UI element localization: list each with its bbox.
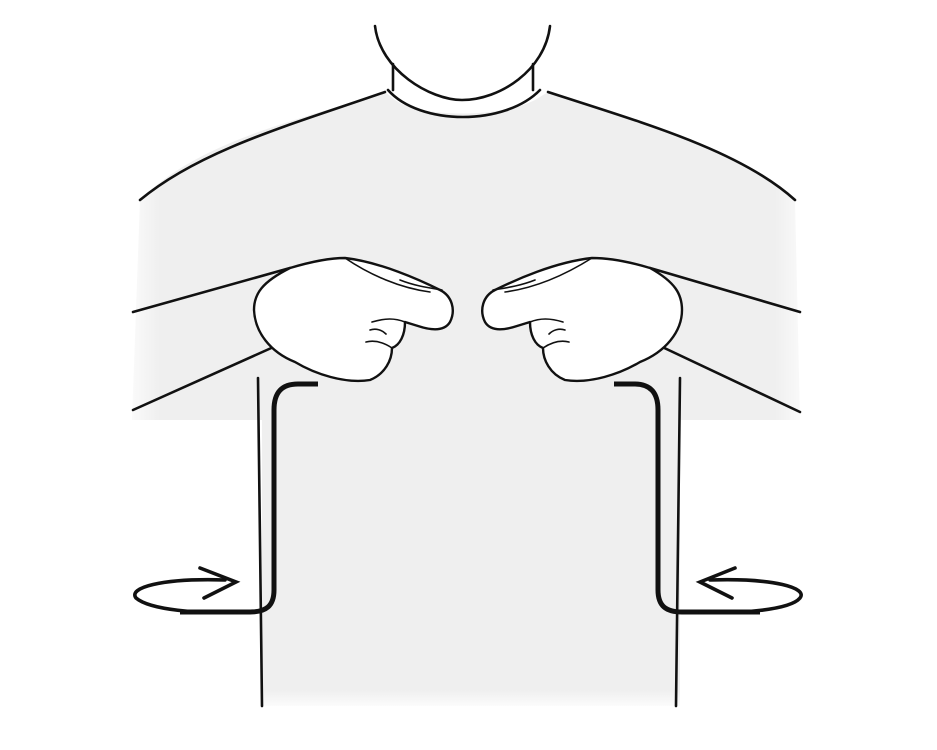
left-movement-path bbox=[180, 381, 318, 615]
torso bbox=[120, 92, 815, 710]
right-arm-upper-edge bbox=[648, 266, 802, 314]
left-arrow-head bbox=[198, 566, 241, 600]
left-arm bbox=[131, 266, 292, 412]
right-movement-path bbox=[614, 381, 760, 615]
neck bbox=[373, 24, 552, 119]
right-side-line bbox=[674, 376, 682, 708]
left-knuckle-line-3 bbox=[369, 328, 387, 335]
chin-line bbox=[373, 24, 552, 102]
bottom-fade bbox=[250, 690, 690, 710]
left-thumb-line bbox=[344, 257, 431, 293]
right-thumb-line bbox=[504, 257, 593, 293]
right-knuckle-line-3 bbox=[548, 328, 566, 335]
right-hand bbox=[481, 256, 684, 383]
left-nail-line bbox=[399, 279, 443, 291]
right-shoulder-line bbox=[546, 90, 797, 202]
left-hand-shape bbox=[252, 256, 454, 383]
left-shoulder-line bbox=[138, 90, 387, 202]
shirt-body bbox=[132, 92, 800, 706]
left-side-line bbox=[256, 376, 264, 708]
right-arm bbox=[648, 266, 802, 414]
right-hand-shape bbox=[481, 256, 684, 383]
collar-line bbox=[386, 88, 542, 119]
right-nail-line bbox=[492, 279, 536, 291]
left-rotation-arc bbox=[133, 577, 238, 615]
right-rotation-arrow-icon bbox=[695, 566, 803, 615]
left-knuckle-line-1 bbox=[371, 318, 406, 323]
right-arrow-head bbox=[695, 566, 737, 600]
right-knuckle-line-2 bbox=[542, 340, 570, 349]
left-arm-upper-edge bbox=[131, 266, 292, 314]
left-knuckle-line-2 bbox=[365, 340, 393, 349]
right-knuckle-line-1 bbox=[529, 318, 564, 323]
left-hand bbox=[252, 256, 454, 383]
right-rotation-arc bbox=[698, 577, 803, 615]
left-arm-lower-edge bbox=[131, 343, 280, 412]
left-rotation-arrow-icon bbox=[133, 566, 241, 615]
right-arm-lower-edge bbox=[656, 343, 802, 414]
